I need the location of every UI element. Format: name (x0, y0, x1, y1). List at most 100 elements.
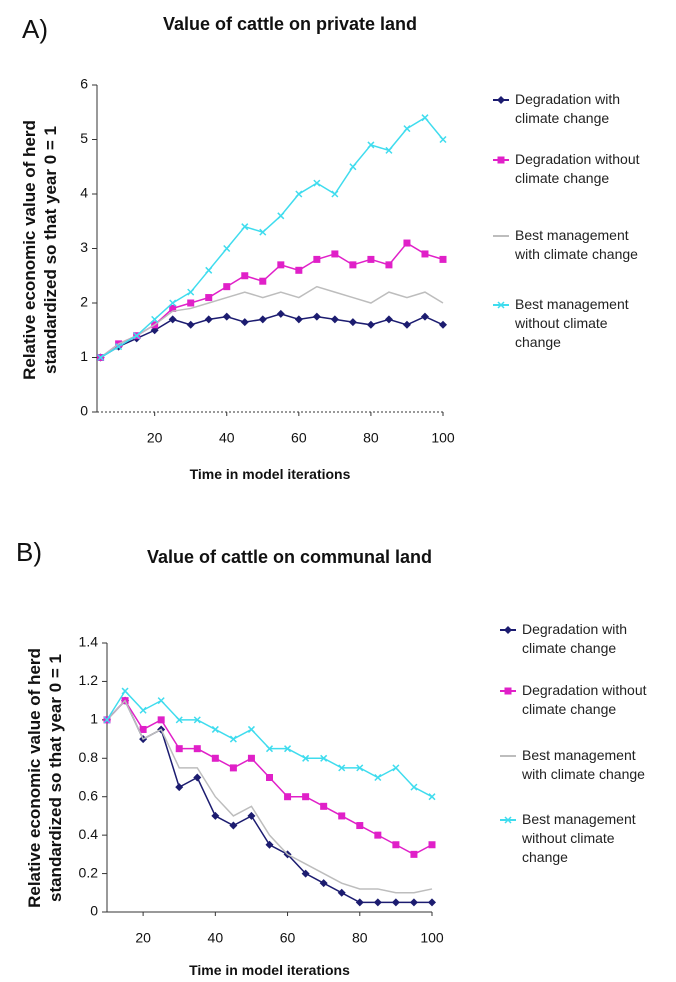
marker-diamond (319, 879, 328, 888)
marker-cross (428, 793, 436, 801)
marker-square (241, 272, 249, 280)
series-line (106, 699, 433, 894)
marker-cross (175, 716, 183, 724)
marker-square (331, 250, 339, 258)
marker-diamond (193, 773, 202, 782)
marker-square (421, 250, 429, 258)
marker-diamond (301, 869, 310, 878)
marker-cross (349, 163, 357, 171)
marker-square (497, 156, 505, 164)
y-tick-label: 1 (90, 711, 98, 727)
y-tick-label: 0 (90, 903, 98, 919)
marker-cross (139, 706, 147, 714)
marker-square (223, 283, 231, 291)
marker-diamond (428, 898, 436, 907)
series-line (100, 285, 444, 359)
marker-diamond (391, 898, 400, 907)
marker-square (259, 277, 267, 285)
marker-cross (241, 223, 249, 231)
marker-diamond (211, 811, 220, 820)
marker-diamond (229, 821, 238, 830)
marker-cross (157, 697, 165, 705)
x-tick-label: 100 (431, 430, 455, 446)
marker-square (428, 841, 436, 849)
panel-label: A) (22, 14, 48, 44)
legend-label: Best management with climate change (522, 747, 645, 782)
y-tick-label: 0.2 (79, 864, 99, 880)
y-tick-label: 2 (80, 294, 88, 310)
marker-square (349, 261, 357, 269)
marker-cross (193, 716, 201, 724)
legend-label: Degradation without climate change (515, 151, 640, 186)
marker-square (266, 774, 273, 781)
marker-diamond (409, 898, 418, 907)
marker-cross (284, 745, 292, 753)
marker-square (403, 239, 411, 247)
series-line (106, 699, 432, 904)
chart-title: Value of cattle on private land (162, 14, 418, 34)
marker-diamond (222, 312, 231, 321)
x-tick-label: 80 (363, 430, 379, 446)
legend-label: Best management without climate change (522, 811, 636, 865)
y-tick-label: 6 (80, 76, 88, 92)
marker-square (211, 754, 219, 762)
marker-square (205, 294, 213, 302)
marker-diamond (265, 840, 274, 849)
y-tick-label: 0 (80, 403, 88, 419)
marker-cross (133, 332, 141, 340)
marker-square (175, 745, 183, 753)
marker-square (277, 261, 285, 269)
marker-square (410, 850, 418, 858)
marker-cross (265, 745, 274, 753)
marker-cross (187, 288, 195, 296)
marker-cross (356, 764, 364, 772)
marker-square (229, 764, 237, 772)
marker-diamond (504, 626, 512, 634)
marker-square (187, 299, 195, 307)
marker-cross (331, 190, 339, 198)
marker-square (367, 255, 375, 263)
marker-cross (504, 816, 512, 824)
marker-diamond (168, 315, 177, 324)
y-tick-label: 4 (80, 185, 88, 201)
chart-title: Value of cattle on communal land (146, 547, 433, 567)
marker-cross (259, 228, 267, 236)
marker-cross (392, 764, 400, 772)
marker-square (504, 687, 512, 695)
marker-diamond (337, 888, 346, 897)
marker-diamond (439, 320, 447, 329)
legend-label: Degradation without climate change (522, 682, 647, 717)
marker-cross (97, 353, 105, 362)
x-tick-label: 40 (208, 930, 224, 946)
marker-diamond (204, 315, 213, 324)
x-tick-label: 40 (219, 430, 235, 446)
marker-cross (374, 773, 382, 782)
marker-cross (115, 343, 123, 351)
marker-cross (229, 735, 237, 743)
series-line (100, 242, 444, 359)
marker-cross (421, 114, 429, 122)
legend-label: Degradation with climate change (522, 621, 628, 656)
x-tick-label: 20 (135, 930, 151, 946)
y-tick-label: 5 (80, 130, 88, 146)
marker-diamond (276, 309, 285, 318)
x-axis-title: Time in model iterations (189, 962, 350, 978)
marker-square (169, 304, 177, 312)
marker-diamond (312, 312, 321, 321)
marker-diamond (240, 318, 249, 327)
marker-cross (338, 764, 346, 772)
marker-diamond (294, 315, 303, 324)
marker-cross (211, 725, 219, 733)
x-tick-label: 60 (291, 430, 307, 446)
marker-diamond (330, 315, 339, 324)
marker-cross (205, 266, 213, 274)
y-tick-label: 1.4 (79, 634, 99, 650)
marker-square (247, 754, 255, 762)
marker-diamond (348, 318, 357, 327)
x-tick-label: 60 (280, 930, 296, 946)
marker-square (284, 793, 292, 801)
marker-square (313, 255, 321, 263)
marker-cross (277, 212, 285, 220)
